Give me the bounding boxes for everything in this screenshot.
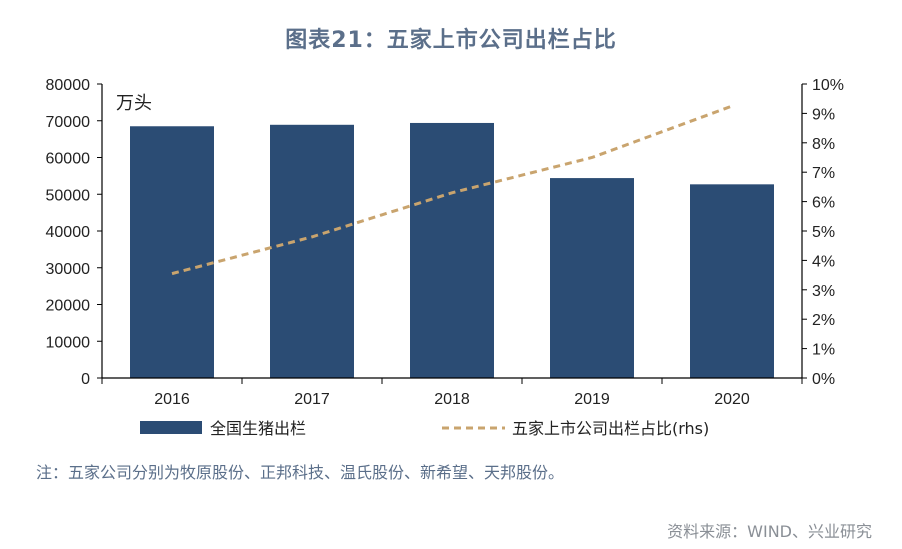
- right-tick-label: 4%: [812, 253, 835, 270]
- right-tick-label: 3%: [812, 283, 835, 300]
- legend: 全国生猪出栏 五家上市公司出栏占比(rhs): [140, 419, 709, 438]
- bar-2018: [410, 122, 494, 378]
- x-tick-label: 2017: [294, 391, 330, 408]
- bar-2017: [270, 124, 354, 378]
- left-tick-label: 0: [81, 371, 90, 388]
- right-tick-label: 0%: [812, 371, 835, 388]
- right-tick-label: 7%: [812, 165, 835, 182]
- legend-line-label: 五家上市公司出栏占比(rhs): [512, 419, 709, 438]
- left-tick-label: 40000: [46, 224, 91, 241]
- left-tick-label: 50000: [46, 187, 91, 204]
- x-tick-label: 2016: [154, 391, 190, 408]
- footnote: 注：五家公司分别为牧原股份、正邦科技、温氏股份、新希望、天邦股份。: [36, 463, 565, 482]
- left-tick-label: 20000: [46, 298, 91, 315]
- right-tick-label: 2%: [812, 312, 835, 329]
- bar-2019: [550, 178, 634, 378]
- source-note: 资料来源：WIND、兴业研究: [667, 522, 872, 541]
- legend-bar-label: 全国生猪出栏: [210, 419, 306, 438]
- bar-2016: [130, 126, 214, 378]
- legend-bar-swatch: [140, 421, 202, 434]
- plot-layer: [130, 104, 774, 378]
- right-tick-label: 9%: [812, 106, 835, 123]
- chart-title: 图表21：五家上市公司出栏占比: [285, 28, 617, 53]
- left-axis-unit: 万头: [116, 93, 152, 114]
- left-tick-label: 70000: [46, 114, 91, 131]
- left-tick-label: 60000: [46, 151, 91, 168]
- x-tick-label: 2020: [714, 391, 750, 408]
- x-tick-label: 2019: [574, 391, 610, 408]
- left-tick-label: 30000: [46, 261, 91, 278]
- x-tick-label: 2018: [434, 391, 470, 408]
- axis-layer: 0 10000 20000 30000 40000 50000 60000 70000 8000…: [46, 77, 845, 408]
- left-tick-label: 10000: [46, 334, 91, 351]
- right-tick-label: 10%: [812, 77, 844, 94]
- right-tick-label: 1%: [812, 342, 835, 359]
- right-tick-label: 5%: [812, 224, 835, 241]
- bar-2020: [690, 184, 774, 378]
- right-tick-label: 6%: [812, 195, 835, 212]
- right-tick-label: 8%: [812, 136, 835, 153]
- left-tick-label: 80000: [46, 77, 91, 94]
